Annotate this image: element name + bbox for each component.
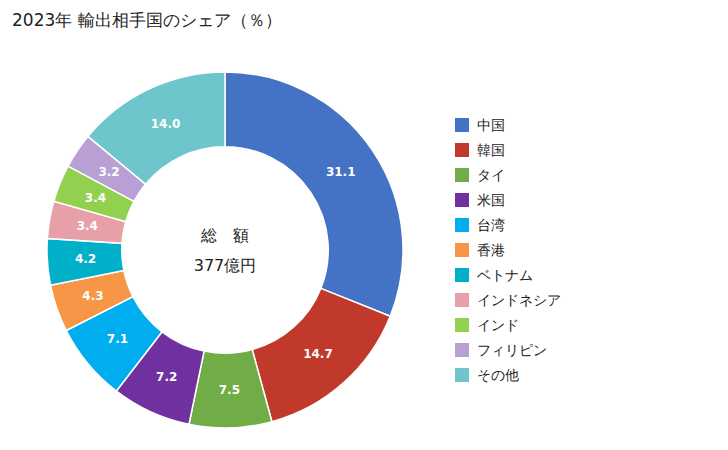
legend-label: フィリピン <box>477 342 547 358</box>
legend-swatch <box>455 343 469 357</box>
background <box>0 0 728 450</box>
legend-swatch <box>455 268 469 282</box>
legend-swatch <box>455 193 469 207</box>
center-label: 377億円 <box>194 256 257 275</box>
legend-label: 米国 <box>477 192 505 208</box>
slices <box>47 72 403 428</box>
legend-label: ベトナム <box>477 267 533 283</box>
legend-swatch <box>455 368 469 382</box>
legend-label: インド <box>477 317 519 333</box>
legend-label: 台湾 <box>477 217 505 233</box>
legend-label: その他 <box>477 367 519 383</box>
data-label: 4.3 <box>82 289 103 303</box>
data-label: 7.1 <box>107 332 128 346</box>
legend-label: 韓国 <box>477 142 505 158</box>
data-label: 14.0 <box>151 117 181 131</box>
legend-label: インドネシア <box>477 292 561 308</box>
legend-swatch <box>455 118 469 132</box>
data-label: 7.5 <box>219 383 240 397</box>
legend-label: タイ <box>477 167 505 183</box>
data-labels: 31.1 14.7 7.5 7.2 7.1 4.3 4.2 3.4 3.4 3.2 14.0 <box>75 117 356 397</box>
legend-swatch <box>455 143 469 157</box>
legend-swatch <box>455 218 469 232</box>
data-label: 31.1 <box>326 165 356 179</box>
data-label: 14.7 <box>303 347 333 361</box>
legend-swatch <box>455 243 469 257</box>
slice <box>225 72 403 316</box>
legend-swatch <box>455 293 469 307</box>
center-label: 総 額 <box>200 226 249 245</box>
data-label: 4.2 <box>75 252 96 266</box>
legend: 中国韓国タイ米国台湾香港ベトナムインドネシアインドフィリピンその他 <box>455 117 561 383</box>
slice <box>88 72 225 184</box>
chart-svg: 2023年 輸出相手国のシェア（％） 31.1 14.7 7.5 7.2 7.1 4.3 4.… <box>0 0 728 450</box>
legend-label: 中国 <box>477 117 505 133</box>
slice <box>47 239 124 286</box>
chart-container: 2023年 輸出相手国のシェア（％） 31.1 14.7 7.5 7.2 7.1 4.3 4.… <box>0 0 728 450</box>
data-label: 3.4 <box>85 191 106 205</box>
legend-swatch <box>455 168 469 182</box>
legend-swatch <box>455 318 469 332</box>
legend-label: 香港 <box>477 242 505 258</box>
data-label: 3.4 <box>77 219 98 233</box>
slice <box>252 288 390 421</box>
data-label: 3.2 <box>98 165 119 179</box>
data-label: 7.2 <box>156 370 177 384</box>
title: 2023年 輸出相手国のシェア（％） <box>12 10 282 30</box>
